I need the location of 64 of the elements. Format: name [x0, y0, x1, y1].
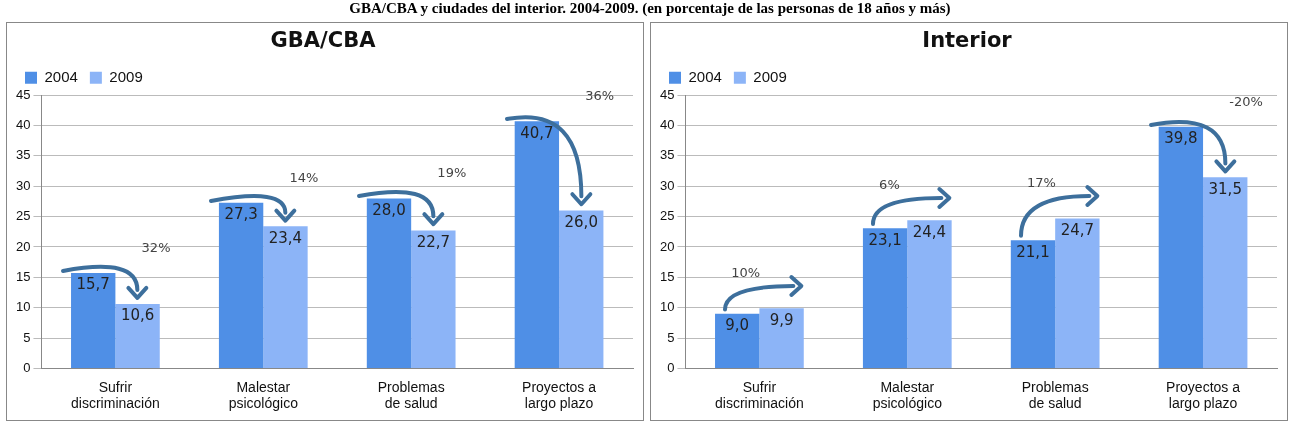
data-label: 10,6: [120, 306, 155, 325]
data-label: 9,0: [725, 316, 750, 335]
y-tick-label: 0: [667, 359, 675, 375]
x-tick-label: Problemas de salud: [1021, 378, 1089, 412]
y-tick-label: 15: [659, 268, 675, 284]
y-tick-label: 5: [667, 329, 675, 345]
data-label: 39,8: [1164, 129, 1198, 148]
y-tick-label: 25: [15, 208, 31, 224]
data-label: 15,7: [76, 275, 110, 294]
x-tick-label: Sufrir discriminación: [715, 378, 804, 412]
annotation: 36%: [585, 88, 615, 104]
y-tick-label: 20: [659, 238, 675, 254]
legend-label: 2004: [44, 67, 78, 85]
data-label: 23,1: [868, 230, 902, 249]
data-label: 9,9: [769, 310, 794, 329]
y-tick-label: 35: [659, 147, 675, 163]
chart-title: Interior: [922, 28, 1013, 53]
data-label: 21,1: [1016, 242, 1050, 261]
annotation: 17%: [1026, 175, 1056, 191]
data-label: 23,4: [268, 228, 303, 247]
x-tick-label: Proyectos a largo plazo: [522, 378, 597, 412]
chart-title: GBA/CBA: [270, 28, 377, 53]
annotation: 10%: [731, 265, 761, 281]
y-tick-label: 45: [15, 86, 31, 102]
data-label: 24,7: [1060, 220, 1095, 239]
y-tick-label: 40: [659, 117, 675, 133]
bar: [559, 210, 604, 368]
data-label: 24,4: [912, 222, 947, 241]
data-label: 26,0: [564, 212, 598, 231]
annotation: 14%: [289, 169, 319, 185]
x-tick-label: Malestar psicológico: [228, 378, 299, 412]
data-label: 27,3: [224, 205, 258, 224]
legend-label: 2009: [753, 67, 787, 85]
data-label: 40,7: [520, 123, 554, 142]
y-tick-label: 0: [23, 359, 31, 375]
y-tick-label: 30: [15, 177, 31, 193]
annotation: 6%: [879, 177, 900, 193]
y-tick-label: 20: [15, 238, 31, 254]
x-tick-label: Sufrir discriminación: [71, 378, 160, 412]
bar: [411, 230, 456, 368]
y-tick-label: 5: [23, 329, 31, 345]
y-tick-label: 35: [15, 147, 31, 163]
bar: [1203, 177, 1248, 368]
bar: [115, 304, 160, 368]
data-label: 22,7: [416, 232, 451, 251]
legend-label: 2009: [109, 67, 143, 85]
y-tick-label: 40: [15, 117, 31, 133]
annotation: 32%: [141, 239, 171, 255]
y-tick-label: 45: [659, 86, 675, 102]
data-label: 28,0: [372, 200, 406, 219]
y-tick-label: 15: [15, 268, 31, 284]
y-tick-label: 25: [659, 208, 675, 224]
x-tick-label: Malestar psicológico: [872, 378, 943, 412]
bar: [263, 226, 308, 368]
text: GBA/CBA y ciudades del interior. 2004-2009. (en porcentaje de las personas de 18 años y más): [348, 0, 952, 18]
y-tick-label: 10: [659, 299, 675, 315]
x-tick-label: Proyectos a largo plazo: [1166, 378, 1241, 412]
annotation: 19%: [437, 165, 467, 181]
y-tick-label: 10: [15, 299, 31, 315]
legend-label: 2004: [688, 67, 722, 85]
data-label: 31,5: [1208, 179, 1242, 198]
annotation: -20%: [1229, 93, 1263, 109]
x-tick-label: Problemas de salud: [377, 378, 445, 412]
y-tick-label: 30: [659, 177, 675, 193]
